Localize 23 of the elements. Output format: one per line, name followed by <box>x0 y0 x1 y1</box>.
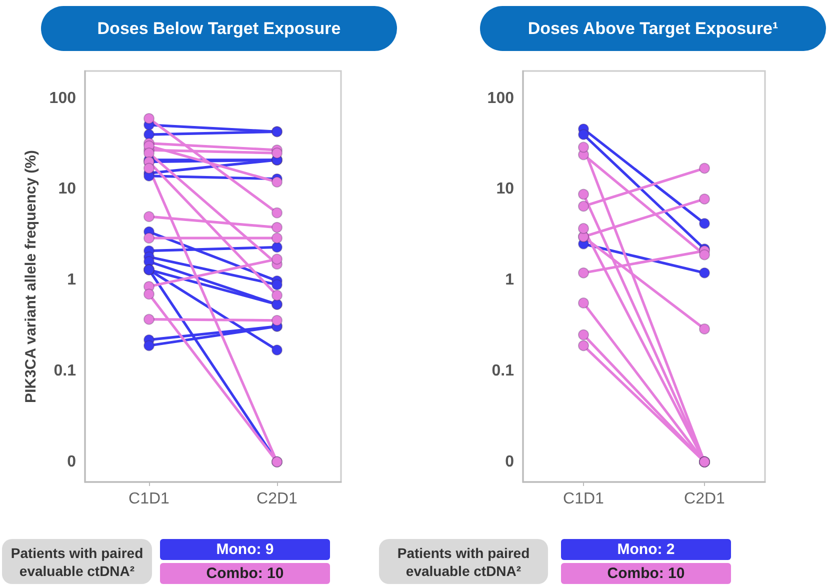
y-tick-label: 0.1 <box>54 362 76 380</box>
text: Combo: 10 <box>561 563 731 584</box>
text: Combo: 10 <box>160 563 330 584</box>
x-tick-label: C2D1 <box>256 490 298 508</box>
x-tick-label: C2D1 <box>684 490 726 508</box>
x-tick-label: C1D1 <box>128 490 170 508</box>
chart-title: Doses Below Target Exposure <box>41 6 397 51</box>
y-tick-label: 1 <box>67 272 76 289</box>
text: Patients with paired evaluable ctDNA² <box>10 544 144 580</box>
y-tick-label: 0.1 <box>492 362 514 380</box>
y-tick-label: 100 <box>487 90 514 107</box>
text: Mono: 9 <box>160 539 330 560</box>
text: Patients with paired evaluable ctDNA² <box>396 544 531 580</box>
y-tick-label: 0 <box>505 453 514 470</box>
y-tick-label: 0 <box>67 453 76 470</box>
y-tick-label: 10 <box>496 180 514 198</box>
y-axis-title: PIK3CA variant allele frequency (%) <box>22 150 40 403</box>
text: Mono: 2 <box>561 539 731 560</box>
y-tick-label: 100 <box>49 90 76 107</box>
y-tick-label: 1 <box>505 272 514 289</box>
chart-title: Doses Above Target Exposure¹ <box>480 6 826 51</box>
y-tick-label: 10 <box>58 180 76 198</box>
x-tick-label: C1D1 <box>563 490 604 508</box>
